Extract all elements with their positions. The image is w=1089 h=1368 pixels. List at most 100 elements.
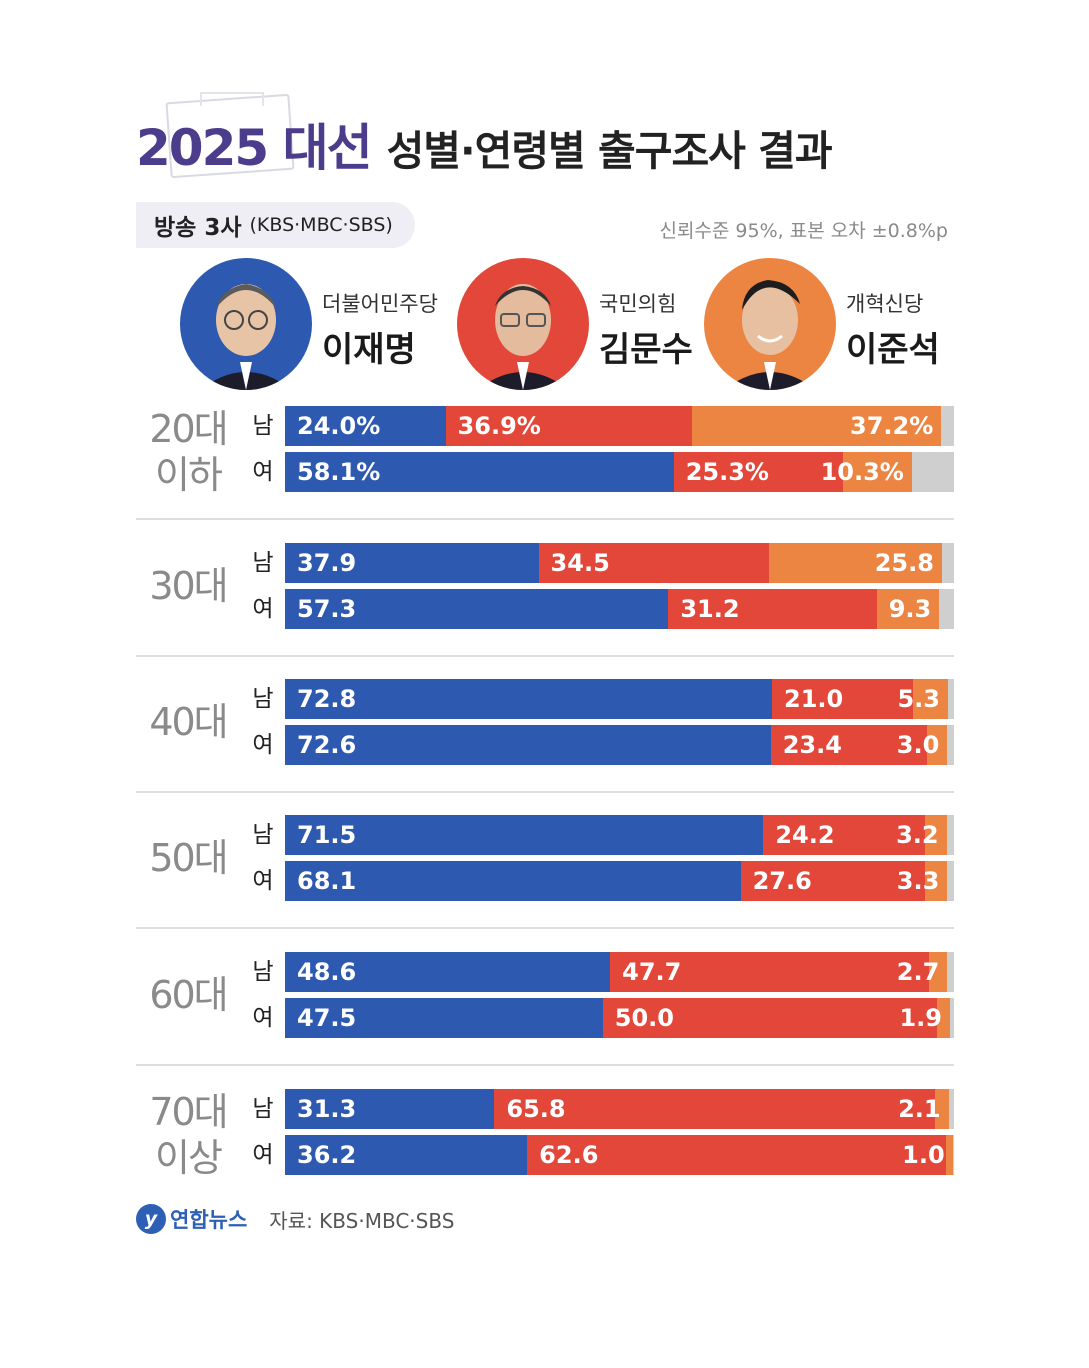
data-label: 31.3 [297, 1095, 357, 1123]
gender-label: 여 [252, 732, 274, 758]
age-label-line: 30대 [149, 564, 228, 608]
age-label: 40대 [136, 699, 240, 745]
data-label: 47.5 [297, 1004, 357, 1032]
candidate-photo-avatar [704, 258, 836, 390]
data-label: 2.7 [896, 958, 940, 986]
gender-label: 남 [252, 1096, 274, 1122]
stacked-bar: 48.6 47.7 2.7 [285, 952, 954, 992]
age-label: 30대 [136, 563, 240, 609]
yonhap-logo-text: 연합뉴스 [170, 1208, 248, 1232]
candidate-name: 이재명 [322, 330, 416, 370]
data-label: 37.2% [850, 412, 934, 440]
gender-label: 여 [252, 868, 274, 894]
bar-segment-김문수: 62.6 [527, 1135, 946, 1175]
age-label-line: 40대 [149, 700, 228, 744]
broadcaster-badge: 방송 3사 (KBS·MBC·SBS) [136, 202, 415, 248]
title-rest: 성별·연령별 출구조사 결과 [386, 127, 833, 175]
data-label: 36.2 [297, 1141, 357, 1169]
data-label: 9.3 [888, 595, 932, 623]
gender-label: 남 [252, 822, 274, 848]
title-bold: 2025 대선 [136, 119, 373, 177]
candidate-party: 국민의힘 [599, 292, 677, 316]
age-group: 70대 이상 남 31.3 65.8 2.1 여 36.2 62.6 1.0 [136, 1089, 954, 1180]
gender-label: 남 [252, 686, 274, 712]
stacked-bar: 24.0% 36.9% 37.2% [285, 406, 954, 446]
bar-segment-김문수: 21.0 [772, 679, 913, 719]
data-label: 25.3% [685, 458, 769, 486]
bar-segment-김문수: 34.5 [538, 543, 770, 583]
candidate-photo-avatar [457, 258, 589, 390]
bar-segment-이준석: 5.3 [897, 679, 948, 719]
age-label-line: 70대 [149, 1090, 228, 1134]
age-label: 70대 이상 [136, 1089, 240, 1181]
stacked-bar: 58.1% 25.3% 10.3% [285, 452, 954, 492]
bar-segment-이준석: 2.7 [897, 952, 948, 992]
data-label: 72.6 [297, 731, 357, 759]
broadcaster-main: 방송 3사 [154, 215, 242, 241]
candidate-name: 이준석 [846, 330, 940, 370]
data-label: 3.0 [896, 731, 940, 759]
data-label: 68.1 [297, 867, 357, 895]
group-divider [136, 518, 954, 520]
gender-label: 여 [252, 1005, 274, 1031]
gender-label: 여 [252, 596, 274, 622]
age-label-line: 이하 [155, 453, 223, 497]
age-label-line: 이상 [155, 1136, 223, 1180]
confidence-note: 신뢰수준 95%, 표본 오차 ±0.8%p [659, 220, 948, 242]
candidate-party: 더불어민주당 [322, 292, 438, 316]
data-label: 1.9 [899, 1004, 942, 1032]
bar-segment-이재명: 71.5 [285, 815, 764, 855]
yonhap-logo-icon: y [136, 1204, 166, 1234]
data-label: 62.6 [539, 1141, 599, 1169]
stacked-bar: 31.3 65.8 2.1 [285, 1089, 954, 1129]
bar-segment-이재명: 68.1 [285, 861, 741, 901]
gender-label: 남 [252, 959, 274, 985]
data-label: 24.0% [297, 412, 381, 440]
gender-label: 남 [252, 413, 274, 439]
data-label: 50.0 [614, 1004, 674, 1032]
bar-segment-이재명: 72.8 [285, 679, 773, 719]
bar-segment-김문수: 27.6 [740, 861, 926, 901]
stacked-bar: 57.3 31.2 9.3 [285, 589, 954, 629]
bar-segment-이재명: 72.6 [285, 725, 771, 765]
gender-label: 여 [252, 1142, 274, 1168]
data-label: 31.2 [680, 595, 740, 623]
age-group: 50대 남 71.5 24.2 3.2 여 68.1 27.6 3.3 [136, 815, 954, 903]
data-label: 23.4 [782, 731, 842, 759]
bar-segment-김문수: 36.9% [445, 406, 693, 446]
bar-segment-이재명: 24.0% [285, 406, 446, 446]
data-label: 57.3 [297, 595, 357, 623]
candidate-name: 김문수 [599, 330, 693, 370]
data-label: 48.6 [297, 958, 357, 986]
age-group: 30대 남 37.9 34.5 25.8 여 57.3 31.2 9.3 [136, 543, 954, 631]
data-label: 3.2 [896, 821, 939, 849]
candidate-party: 개혁신당 [846, 292, 924, 316]
stacked-bar: 37.9 34.5 25.8 [285, 543, 954, 583]
data-label: 72.8 [297, 685, 357, 713]
bar-segment-이준석: 2.1 [898, 1089, 949, 1129]
stacked-bar: 47.5 50.0 1.9 [285, 998, 954, 1038]
bar-segment-김문수: 47.7 [610, 952, 930, 992]
data-label: 25.8 [874, 549, 934, 577]
age-group: 20대 이하 남 24.0% 36.9% 37.2% 여 58.1% 25.3% 10.3% [136, 406, 954, 497]
group-divider [136, 791, 954, 793]
bar-segment-이준석: 10.3% [821, 452, 912, 492]
group-divider [136, 1064, 954, 1066]
footer-source: 자료: KBS·MBC·SBS [269, 1208, 455, 1233]
stacked-bar: 68.1 27.6 3.3 [285, 861, 954, 901]
group-divider [136, 927, 954, 929]
gender-label: 남 [252, 550, 274, 576]
bar-segment-이준석: 3.3 [897, 861, 948, 901]
bar-segment-김문수: 65.8 [494, 1089, 935, 1129]
age-group: 60대 남 48.6 47.7 2.7 여 47.5 50.0 1.9 [136, 952, 954, 1040]
bar-segment-이재명: 31.3 [285, 1089, 495, 1129]
bar-segment-이재명: 57.3 [285, 589, 669, 629]
data-label: 5.3 [897, 685, 940, 713]
bar-segment-김문수: 23.4 [770, 725, 928, 765]
data-label: 36.9% [457, 412, 541, 440]
bar-segment-이재명: 48.6 [285, 952, 611, 992]
bar-segment-이준석: 1.0 [902, 1135, 953, 1175]
stacked-bar: 72.8 21.0 5.3 [285, 679, 954, 719]
data-label: 24.2 [775, 821, 835, 849]
data-label: 34.5 [550, 549, 610, 577]
